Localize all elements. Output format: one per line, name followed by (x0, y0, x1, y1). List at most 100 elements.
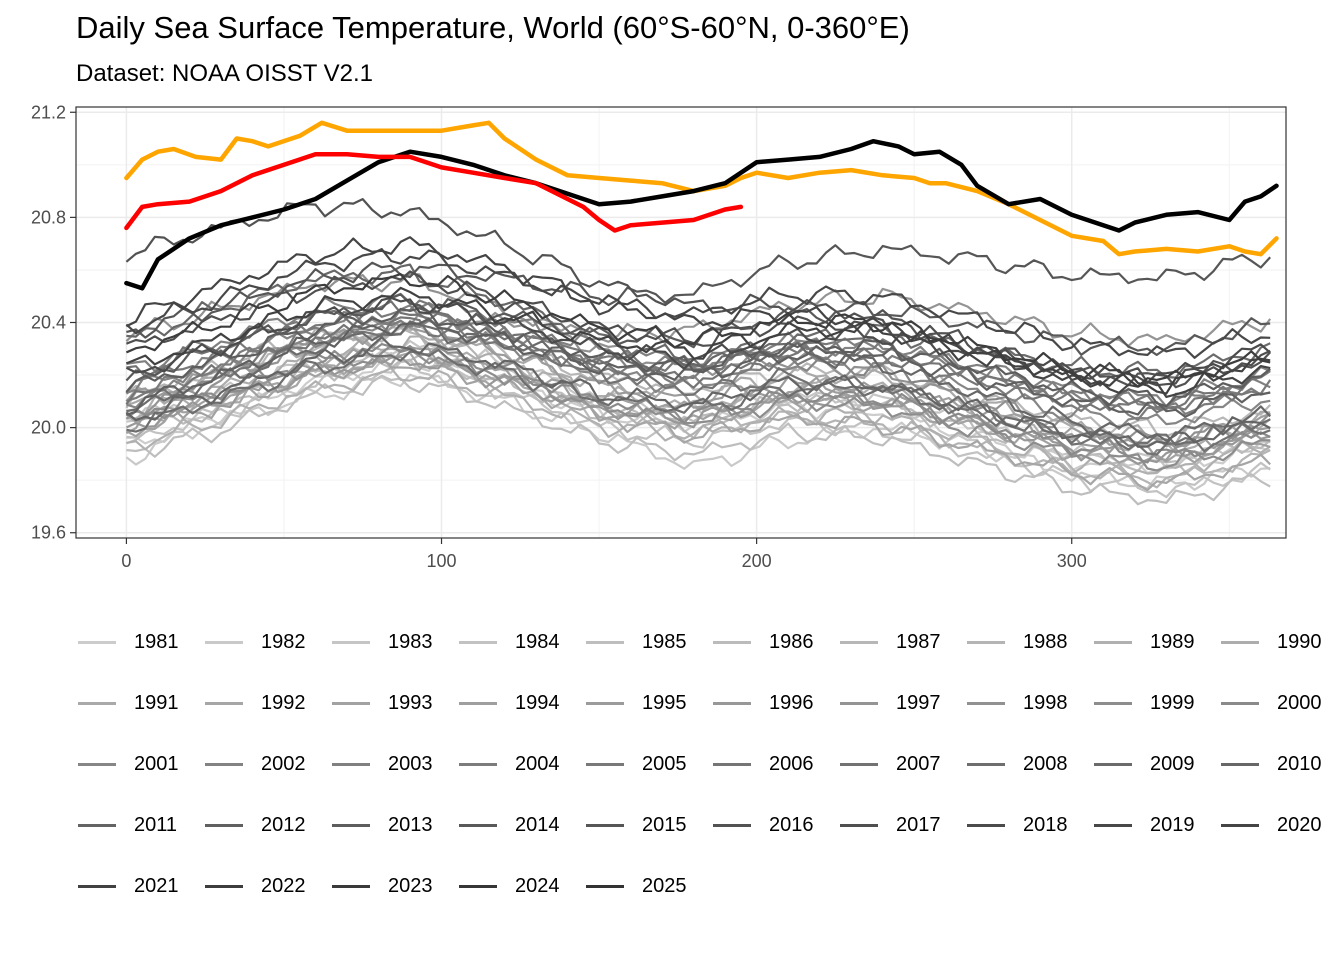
legend-key-swatch (1094, 824, 1132, 827)
legend-key-swatch (459, 702, 497, 705)
legend-label: 1987 (896, 631, 941, 653)
series-line-2009 (126, 320, 1271, 413)
y-tick-label: 20.0 (31, 418, 66, 438)
legend-item: 2022 (199, 875, 326, 898)
legend-item: 1998 (961, 692, 1088, 715)
series-line-2000 (125, 343, 1271, 464)
series-line-2022 (125, 273, 1271, 388)
legend-key-swatch (332, 641, 370, 644)
legend-item: 2003 (326, 753, 453, 776)
series-line-1989 (126, 367, 1271, 478)
series-line-1982 (125, 373, 1271, 491)
legend-label: 1985 (642, 631, 687, 653)
legend-key-swatch (586, 763, 624, 766)
legend-key-swatch (967, 824, 1005, 827)
legend-label: 1996 (769, 692, 814, 714)
legend-key-swatch (967, 641, 1005, 644)
legend-item: 1993 (326, 692, 453, 715)
legend: 1981 1982 1983 1984 1985 1986 1987 1988 1989 1990… (72, 612, 1344, 917)
legend-label: 2009 (1150, 753, 1195, 775)
legend-label: 2016 (769, 814, 814, 836)
series-line-2001 (126, 319, 1271, 430)
legend-label: 2007 (896, 753, 941, 775)
legend-label: 2013 (388, 814, 433, 836)
legend-item: 1995 (580, 692, 707, 715)
legend-key-swatch (459, 641, 497, 644)
legend-item: 1994 (453, 692, 580, 715)
series-line-2011 (125, 336, 1271, 448)
legend-label: 1993 (388, 692, 433, 714)
series-line-2019 (125, 248, 1271, 359)
series-line-1994 (125, 346, 1271, 448)
legend-key-swatch (586, 885, 624, 888)
legend-item: 2015 (580, 814, 707, 837)
legend-label: 1988 (1023, 631, 1068, 653)
legend-key-swatch (713, 702, 751, 705)
legend-key-swatch (1221, 641, 1259, 644)
legend-key-swatch (840, 641, 878, 644)
legend-key-swatch (205, 885, 243, 888)
series-line-1985 (126, 374, 1271, 506)
legend-item: 1992 (199, 692, 326, 715)
legend-label: 2015 (642, 814, 687, 836)
plot-area: 0 100 200 300 19.6 20.0 20.4 20.8 21.2 (31, 102, 1287, 571)
legend-key-swatch (713, 824, 751, 827)
legend-key-swatch (78, 885, 116, 888)
legend-label: 2014 (515, 814, 560, 836)
series-line-2017 (126, 270, 1271, 387)
legend-item: 2019 (1088, 814, 1215, 837)
legend-key-swatch (459, 885, 497, 888)
legend-label: 2002 (261, 753, 306, 775)
legend-key-swatch (78, 641, 116, 644)
legend-key-swatch (1094, 763, 1132, 766)
legend-item: 2001 (72, 753, 199, 776)
legend-key-swatch (205, 763, 243, 766)
series-line-2024 (124, 138, 1279, 291)
legend-item: 2024 (453, 875, 580, 898)
legend-label: 1981 (134, 631, 179, 653)
legend-label: 1997 (896, 692, 941, 714)
legend-item: 2017 (834, 814, 961, 837)
legend-item: 1999 (1088, 692, 1215, 715)
legend-key-swatch (586, 824, 624, 827)
legend-label: 1990 (1277, 631, 1322, 653)
y-tick-label: 21.2 (31, 102, 66, 122)
legend-row: 1981 1982 1983 1984 1985 1986 1987 1988 1989 1990 (72, 612, 1344, 673)
legend-row: 1991 1992 1993 1994 1995 1996 1997 1998 1999 2000 (72, 673, 1344, 734)
legend-item: 1991 (72, 692, 199, 715)
legend-item: 2018 (961, 814, 1088, 837)
x-tick-label: 200 (742, 551, 772, 571)
series-line-2004 (126, 315, 1271, 421)
series-line-2020 (125, 236, 1271, 398)
legend-label: 2022 (261, 875, 306, 897)
legend-item: 2023 (326, 875, 453, 898)
legend-key-swatch (713, 641, 751, 644)
legend-key-swatch (205, 702, 243, 705)
legend-key-swatch (78, 702, 116, 705)
legend-label: 2008 (1023, 753, 1068, 775)
series-line-2010 (126, 263, 1272, 442)
legend-label: 1989 (1150, 631, 1195, 653)
legend-item: 1984 (453, 631, 580, 654)
legend-item: 1996 (707, 692, 834, 715)
legend-label: 1999 (1150, 692, 1195, 714)
y-tick-label: 20.4 (31, 313, 66, 333)
legend-item: 1988 (961, 631, 1088, 654)
legend-key-swatch (586, 702, 624, 705)
legend-item: 2005 (580, 753, 707, 776)
legend-label: 2025 (642, 875, 687, 897)
legend-label: 2000 (1277, 692, 1322, 714)
legend-label: 2005 (642, 753, 687, 775)
highlighted-series-layer (124, 120, 1279, 291)
legend-key-swatch (840, 824, 878, 827)
legend-key-swatch (1221, 763, 1259, 766)
legend-label: 2020 (1277, 814, 1322, 836)
legend-key-swatch (332, 824, 370, 827)
legend-item: 2012 (199, 814, 326, 837)
legend-label: 1992 (261, 692, 306, 714)
legend-label: 1994 (515, 692, 560, 714)
legend-label: 1982 (261, 631, 306, 653)
legend-item: 2007 (834, 753, 961, 776)
legend-label: 2011 (134, 814, 178, 836)
legend-label: 2004 (515, 753, 560, 775)
